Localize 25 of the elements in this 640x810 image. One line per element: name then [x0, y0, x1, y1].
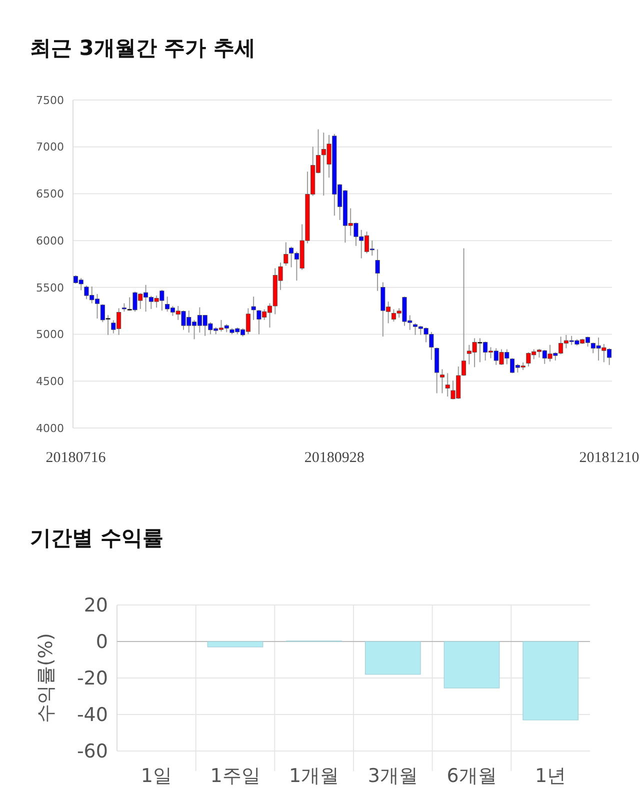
- y-tick-label: -20: [76, 668, 108, 690]
- y-tick-label: 5500: [36, 281, 64, 294]
- x-tick-label: 1일: [140, 765, 172, 787]
- y-tick-label: 0: [96, 631, 108, 654]
- y-tick-label: 6000: [36, 234, 64, 248]
- x-tick-label: 1개월: [289, 765, 340, 787]
- x-tick-label: 1년: [535, 765, 566, 787]
- y-tick-label: 4500: [36, 374, 64, 388]
- x-tick-label: 3개월: [368, 765, 418, 787]
- y-axis-title: 수익률(%): [35, 633, 57, 723]
- x-tick-label: 20180928: [304, 450, 364, 466]
- y-tick-label: -60: [76, 740, 108, 763]
- y-tick-label: 4000: [36, 422, 64, 435]
- y-tick-label: 20: [84, 594, 108, 617]
- x-tick-label: 6개월: [446, 765, 497, 787]
- x-tick-label: 20181210: [579, 450, 640, 466]
- chart-title: 최근 3개월간 주가 추세: [30, 36, 256, 60]
- x-tick-label: 1주일: [210, 765, 260, 787]
- y-tick-label: -40: [76, 704, 108, 726]
- y-tick-label: 6500: [36, 188, 64, 201]
- x-tick-label: 20180716: [46, 450, 106, 466]
- y-tick-label: 7000: [36, 140, 64, 154]
- y-tick-label: 5000: [36, 328, 64, 342]
- chart-title: 기간별 수익률: [30, 526, 164, 550]
- y-tick-label: 7500: [36, 94, 64, 107]
